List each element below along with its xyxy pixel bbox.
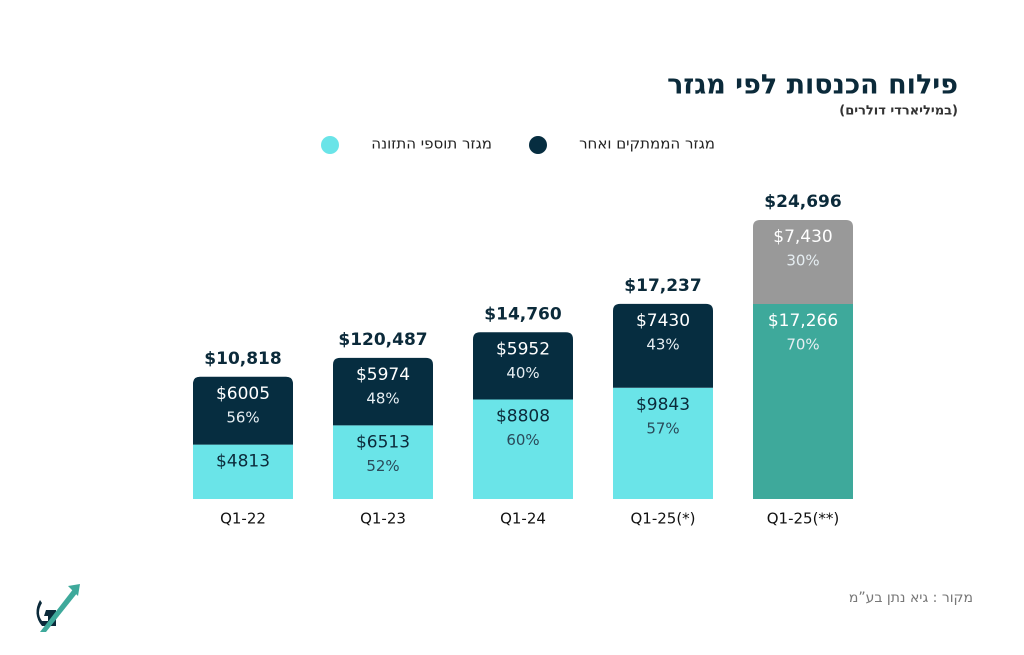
- value-label: $17,266: [768, 311, 838, 331]
- x-tick-label: Q1-24: [500, 510, 546, 528]
- x-tick-label: Q1-22: [220, 510, 266, 528]
- bar-segment: [473, 332, 573, 400]
- legend-swatch: [529, 136, 547, 154]
- bar-segment: [333, 357, 433, 426]
- value-label: $6513: [356, 432, 410, 452]
- value-label: $5974: [356, 365, 410, 385]
- source: מקור : גיא נתן בע”מ: [849, 590, 973, 606]
- total-label: $17,237: [624, 276, 701, 296]
- total-label: $120,487: [338, 330, 427, 350]
- bar-segment: [333, 425, 433, 499]
- value-label: $7,430: [773, 227, 832, 247]
- percent-label: 56%: [226, 408, 259, 426]
- bar-segment: [753, 220, 853, 304]
- percent-label: 30%: [786, 252, 819, 270]
- percent-label: 52%: [366, 457, 399, 475]
- chart-title: פילוח הכנסות לפי מגזר: [667, 70, 958, 101]
- value-label: $7430: [636, 311, 690, 331]
- logo: [36, 584, 80, 632]
- value-label: $6005: [216, 384, 270, 404]
- percent-label: 40%: [506, 364, 539, 382]
- total-label: $14,760: [484, 304, 562, 324]
- percent-label: 60%: [506, 431, 539, 449]
- chart-subtitle: (במיליארדי דולרים): [839, 104, 958, 119]
- value-label: $9843: [636, 395, 690, 415]
- percent-label: 57%: [646, 419, 679, 437]
- legend-label: מגזר הממתקים ואחר: [579, 135, 715, 153]
- percent-label: 48%: [366, 389, 399, 407]
- bar-segment: [753, 303, 853, 499]
- x-tick-label: Q1-25(**): [767, 510, 840, 528]
- percent-label: 43%: [646, 335, 679, 353]
- legend-swatch: [321, 136, 339, 154]
- total-label: $24,696: [764, 192, 841, 212]
- bar-segment: [473, 399, 573, 499]
- bar-segment: [193, 376, 293, 445]
- bar-segment: [613, 387, 713, 499]
- total-label: $10,818: [204, 349, 281, 369]
- x-tick-label: Q1-23: [360, 510, 406, 528]
- bar-segment: [193, 444, 293, 499]
- bar-segment: [613, 303, 713, 388]
- x-tick-label: Q1-25(*): [630, 510, 695, 528]
- value-label: $4813: [216, 452, 270, 472]
- value-label: $8808: [496, 406, 550, 426]
- value-label: $5952: [496, 339, 550, 359]
- percent-label: 70%: [786, 335, 819, 353]
- legend-label: מגזר תוספי התזונה: [371, 135, 492, 153]
